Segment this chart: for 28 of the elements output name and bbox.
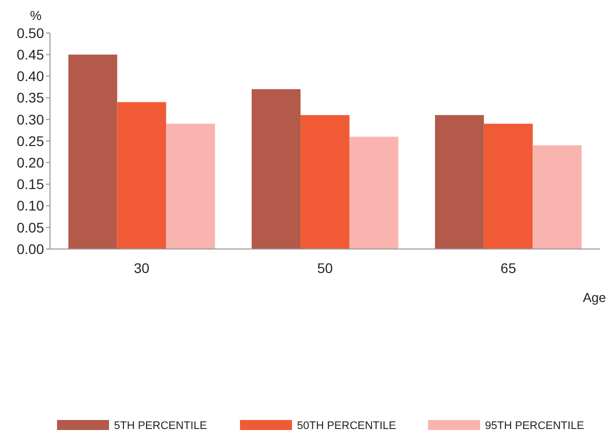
x-tick-label: 65	[500, 260, 516, 276]
legend-label: 5TH PERCENTILE	[114, 420, 207, 432]
y-tick-label: 0.30	[16, 111, 44, 128]
bar	[532, 145, 582, 249]
bar	[252, 89, 301, 249]
legend-label: 50TH PERCENTILE	[297, 420, 396, 432]
bar	[117, 102, 166, 249]
y-tick-label: 0.15	[16, 176, 44, 192]
bar	[435, 115, 484, 249]
bar	[484, 124, 533, 249]
y-tick-label: 0.45	[16, 46, 44, 62]
x-tick-label: 50	[317, 260, 333, 276]
bar	[68, 54, 118, 249]
y-axis-title: %	[30, 8, 42, 23]
legend-label: 95TH PERCENTILE	[485, 420, 584, 432]
x-axis-title: Age	[582, 290, 606, 305]
bar	[300, 115, 350, 249]
y-tick-label: 0.10	[16, 198, 44, 214]
y-tick-label: 0.05	[16, 219, 44, 236]
y-tick-label: 0.20	[16, 154, 44, 170]
y-tick-label: 0.00	[16, 240, 44, 257]
y-tick-label: 0.40	[16, 68, 44, 84]
bar	[166, 124, 215, 249]
y-tick-label: 0.35	[16, 90, 44, 106]
bar	[349, 136, 398, 249]
y-tick-label: 0.25	[16, 132, 44, 149]
y-tick-label: 0.50	[16, 24, 44, 41]
x-tick-label: 30	[134, 260, 150, 276]
